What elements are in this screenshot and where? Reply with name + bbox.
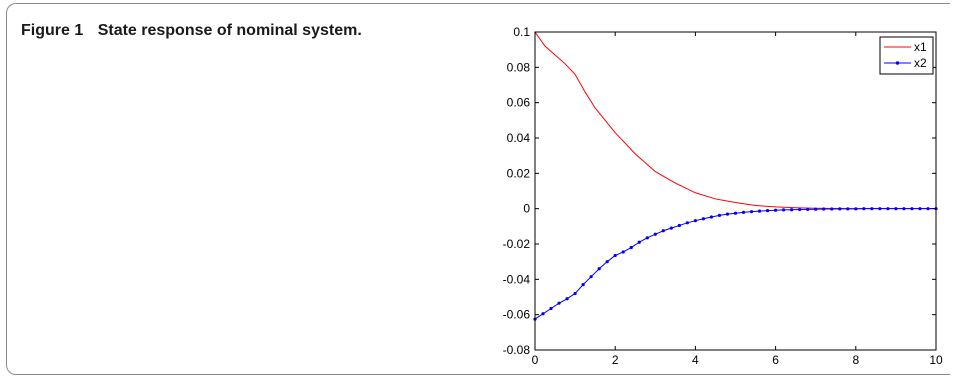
series-point-x2 <box>749 210 754 214</box>
y-tick-label: 0.06 <box>507 96 531 110</box>
legend-label-x1: x1 <box>914 40 927 54</box>
series-point-x2 <box>782 208 786 212</box>
legend-box <box>879 36 934 75</box>
series-point-x2 <box>757 209 762 213</box>
series-point-x2 <box>701 217 706 221</box>
series-layer <box>533 31 938 321</box>
series-point-x2 <box>862 207 866 211</box>
figure-frame <box>6 3 950 375</box>
series-point-x2 <box>685 221 689 225</box>
series-point-x2 <box>637 240 641 244</box>
x-tick-label: 2 <box>612 353 619 367</box>
y-tick-label: -0.04 <box>503 272 531 286</box>
series-point-x2 <box>629 245 633 250</box>
series-point-x2 <box>677 223 681 228</box>
series-point-x2 <box>814 207 818 211</box>
legend-marker-x2 <box>895 61 900 65</box>
series-point-x2 <box>822 207 826 211</box>
x-tick-label: 4 <box>692 353 699 367</box>
series-point-x2 <box>549 306 553 311</box>
series-point-x2 <box>830 207 834 211</box>
series-point-x2 <box>653 232 657 236</box>
series-point-x2 <box>886 207 890 211</box>
x-tick-label: 10 <box>929 353 943 367</box>
y-tick-label: -0.06 <box>503 308 531 322</box>
series-point-x2 <box>597 267 601 271</box>
y-tick-label: -0.08 <box>503 343 531 357</box>
figure-caption: Figure 1 State response of nominal syste… <box>21 22 362 40</box>
series-point-x2 <box>645 236 649 240</box>
x-tick-label: 6 <box>772 353 779 367</box>
series-point-x2 <box>557 301 561 305</box>
y-tick-label: 0.02 <box>507 166 531 180</box>
series-point-x2 <box>613 253 617 258</box>
x-tick-label: 0 <box>532 353 539 367</box>
series-point-x2 <box>581 283 585 287</box>
series-point-x2 <box>902 207 906 211</box>
series-point-x2 <box>838 207 842 211</box>
series-point-x2 <box>894 207 898 211</box>
series-point-x2 <box>709 215 714 219</box>
series-point-x2 <box>541 312 545 316</box>
series-point-x2 <box>605 260 609 264</box>
series-point-x2 <box>621 250 625 254</box>
series-point-x2 <box>589 275 593 279</box>
y-tick-label: 0 <box>523 202 530 216</box>
series-point-x2 <box>854 207 858 211</box>
figure-label: Figure 1 <box>21 22 84 39</box>
series-point-x2 <box>806 207 810 211</box>
series-point-x2 <box>790 208 794 212</box>
series-point-x2 <box>798 207 802 212</box>
series-point-x2 <box>910 207 914 211</box>
series-point-x2 <box>573 291 577 296</box>
axis-ticks: 0 2 4 6 8 10 0.1 0.08 0.06 0.04 0.02 0 -0.02 -0.04 -0.… <box>503 25 943 367</box>
series-point-x2 <box>926 207 930 211</box>
series-point-x2 <box>717 213 722 217</box>
y-tick-label: 0.08 <box>507 60 531 74</box>
figure-title: State response of nominal system. <box>97 22 362 39</box>
y-tick-label: 0.04 <box>507 131 531 145</box>
series-point-x2 <box>669 226 673 230</box>
series-line-x2 <box>534 208 936 320</box>
series-point-x2 <box>870 207 874 211</box>
series-point-x2 <box>733 211 738 215</box>
series-point-x2 <box>918 207 922 211</box>
series-point-x2 <box>878 207 882 211</box>
series-point-x2 <box>693 219 698 223</box>
series-point-x2 <box>741 210 746 214</box>
series-point-x2 <box>774 208 778 212</box>
series-point-x2 <box>565 297 569 301</box>
y-tick-label: 0.1 <box>513 25 530 39</box>
x-tick-label: 8 <box>852 353 859 367</box>
series-line-x1 <box>534 31 936 210</box>
series-point-x2 <box>846 207 850 211</box>
series-point-x2 <box>725 212 730 216</box>
y-tick-label: -0.02 <box>503 237 531 251</box>
series-point-x2 <box>661 229 665 233</box>
plot-area <box>534 31 937 351</box>
legend-label-x2: x2 <box>914 56 927 70</box>
series-point-x2 <box>765 209 770 213</box>
